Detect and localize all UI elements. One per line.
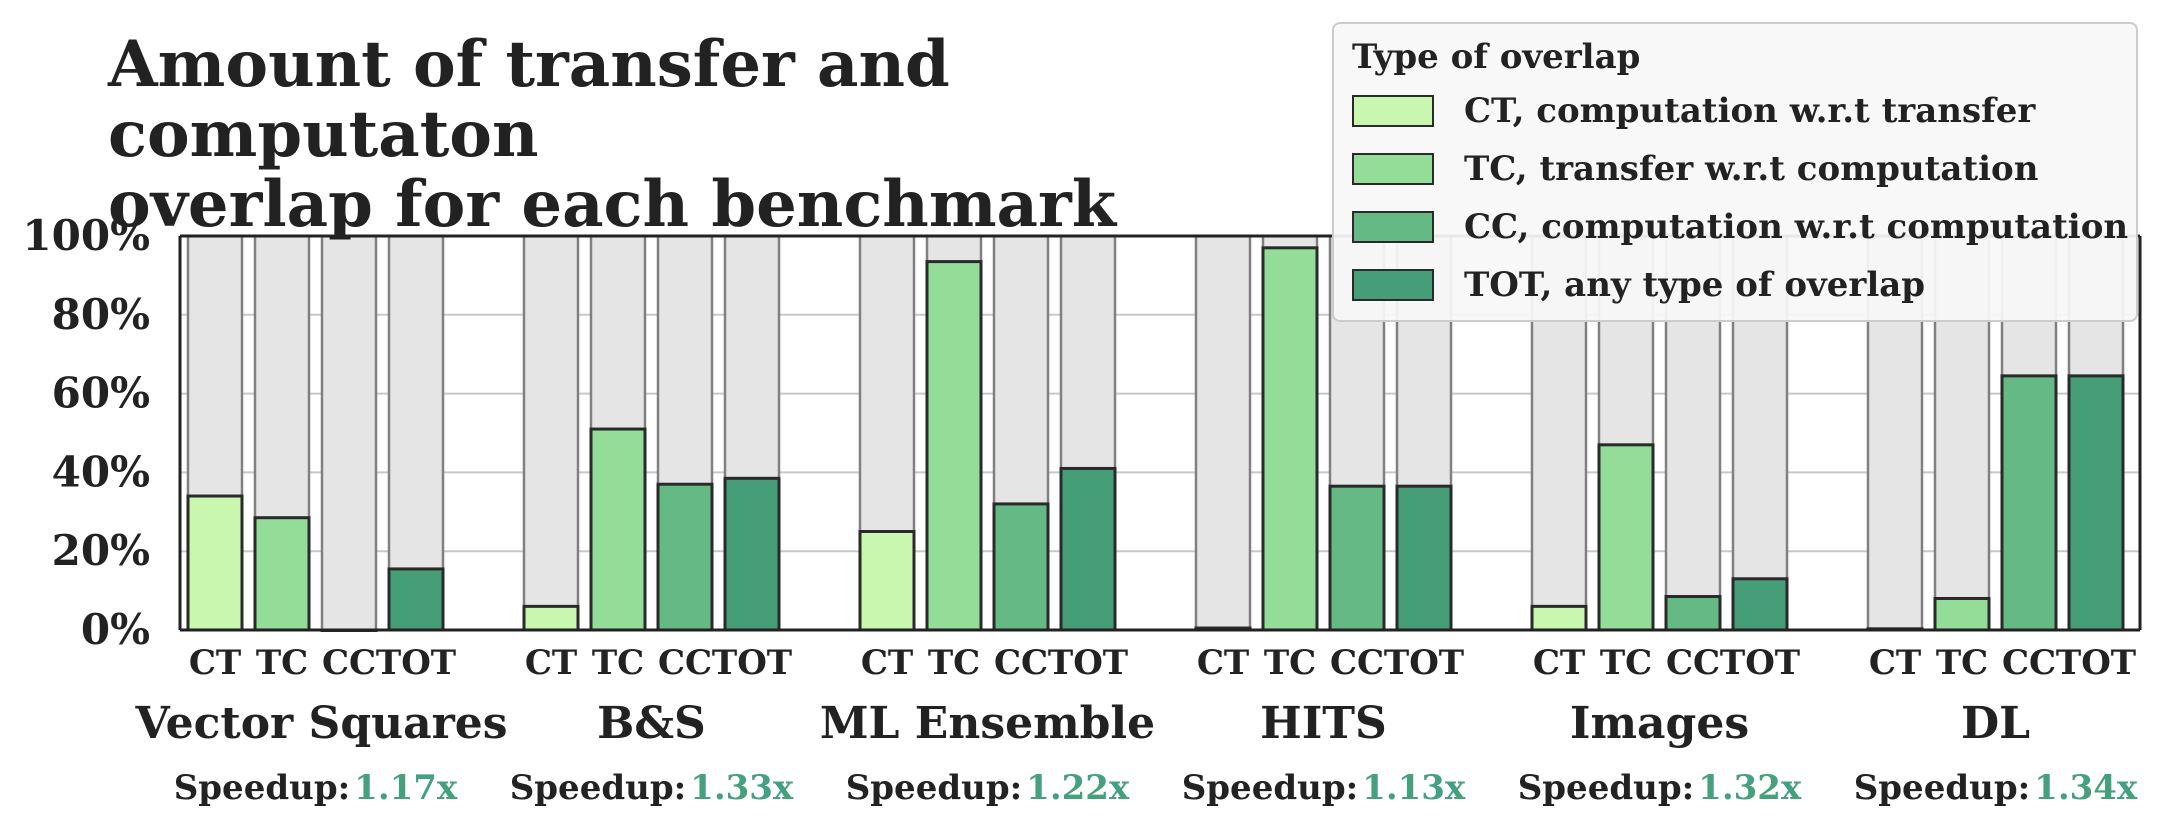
x-tick-label: CC (658, 643, 712, 683)
legend-item-cc: CC, computation w.r.t computation (1352, 198, 2136, 256)
y-tick-label: 100% (22, 211, 150, 260)
benchmark-name: Images (1569, 698, 1750, 749)
speedup-prefix: Speedup: (1853, 768, 2031, 808)
y-tick-label: 60% (52, 369, 150, 418)
speedup-value: 1.17x (354, 768, 458, 808)
benchmark-name: HITS (1260, 698, 1387, 749)
y-tick-label: 0% (81, 605, 150, 654)
speedup-prefix: Speedup: (1517, 768, 1695, 808)
speedup-value: 1.22x (1026, 768, 1130, 808)
x-tick-label: CT (1869, 643, 1921, 683)
speedup-prefix: Speedup: (845, 768, 1023, 808)
x-tick-label: CC (1666, 643, 1720, 683)
legend: Type of overlap CT, computation w.r.t tr… (1332, 22, 2138, 322)
x-tick-label: TC (1936, 643, 1988, 683)
legend-label-cc: CC, computation w.r.t computation (1464, 207, 2129, 247)
legend-swatch-ct (1352, 95, 1434, 127)
bar-background (1194, 234, 1252, 632)
benchmark-name: Vector Squares (135, 698, 508, 749)
bar-ct (522, 604, 580, 632)
bar-ct (1530, 604, 1588, 632)
title-line-1: Amount of transfer and computaton (108, 27, 950, 172)
x-tick-label: CT (1197, 643, 1249, 683)
x-tick-label: CC (994, 643, 1048, 683)
bar-tc (253, 516, 311, 632)
bar-cc (2000, 374, 2058, 632)
bar-tot (2067, 374, 2125, 632)
x-tick-label: CT (189, 643, 241, 683)
bar-tot (387, 567, 445, 632)
benchmark-name: B&S (597, 698, 706, 749)
x-tick-label: TC (592, 643, 644, 683)
bar-tc (1261, 246, 1319, 632)
bar-tc (1933, 596, 1991, 632)
x-tick-label: TOT (1048, 643, 1128, 683)
legend-swatch-cc (1352, 211, 1434, 243)
x-tick-label: TOT (2056, 643, 2136, 683)
bar-cc (1328, 484, 1386, 632)
bar-ct (186, 494, 244, 632)
x-tick-label: CC (2002, 643, 2056, 683)
x-tick-label: TC (928, 643, 980, 683)
x-tick-label: TOT (1384, 643, 1464, 683)
x-tick-label: TOT (376, 643, 456, 683)
legend-label-tc: TC, transfer w.r.t computation (1464, 149, 2039, 189)
bar-background (522, 234, 580, 632)
speedup-label: Speedup: 1.33x (472, 768, 832, 808)
x-tick-label: TOT (1720, 643, 1800, 683)
speedup-prefix: Speedup: (509, 768, 687, 808)
speedup-prefix: Speedup: (1181, 768, 1359, 808)
y-tick-label: 80% (52, 290, 150, 339)
legend-label-tot: TOT, any type of overlap (1464, 265, 1926, 305)
speedup-label: Speedup: 1.13x (1144, 768, 1504, 808)
legend-item-tc: TC, transfer w.r.t computation (1352, 140, 2136, 198)
bar-cc (1664, 595, 1722, 632)
legend-swatch-tot (1352, 269, 1434, 301)
x-tick-label: TC (1600, 643, 1652, 683)
speedup-label: Speedup: 1.34x (1816, 768, 2160, 808)
speedup-value: 1.32x (1698, 768, 1802, 808)
bar-tc (589, 427, 647, 632)
bar-tot (1059, 466, 1117, 632)
legend-item-tot: TOT, any type of overlap (1352, 256, 2136, 314)
x-tick-label: CC (322, 643, 376, 683)
speedup-value: 1.13x (1362, 768, 1466, 808)
x-tick-label: CC (1330, 643, 1384, 683)
speedup-label: Speedup: 1.22x (808, 768, 1168, 808)
speedup-value: 1.34x (2034, 768, 2138, 808)
speedup-label: Speedup: 1.17x (136, 768, 496, 808)
bar-tot (1731, 577, 1789, 632)
chart-title: Amount of transfer and computaton overla… (108, 30, 1358, 240)
bar-cc (656, 482, 714, 632)
y-tick-label: 20% (52, 526, 150, 575)
legend-title: Type of overlap (1352, 37, 1641, 77)
x-tick-label: CT (1533, 643, 1585, 683)
y-tick-label: 40% (52, 447, 150, 496)
benchmark-name: DL (1960, 698, 2031, 749)
x-tick-label: TC (1264, 643, 1316, 683)
bar-tc (925, 260, 983, 632)
legend-swatch-tc (1352, 153, 1434, 185)
x-tick-label: CT (525, 643, 577, 683)
benchmark-name: ML Ensemble (819, 698, 1156, 749)
x-tick-label: CT (861, 643, 913, 683)
speedup-prefix: Speedup: (173, 768, 351, 808)
title-line-2: overlap for each benchmark (108, 167, 1117, 242)
x-tick-label: TC (256, 643, 308, 683)
bar-background (320, 234, 378, 632)
bar-tc (1597, 443, 1655, 632)
bar-ct (858, 530, 916, 632)
speedup-value: 1.33x (690, 768, 794, 808)
bar-tot (1395, 484, 1453, 632)
bar-tot (723, 476, 781, 632)
x-tick-label: TOT (712, 643, 792, 683)
legend-item-ct: CT, computation w.r.t transfer (1352, 82, 2136, 140)
legend-label-ct: CT, computation w.r.t transfer (1464, 91, 2036, 131)
speedup-label: Speedup: 1.32x (1480, 768, 1840, 808)
bar-cc (992, 502, 1050, 632)
